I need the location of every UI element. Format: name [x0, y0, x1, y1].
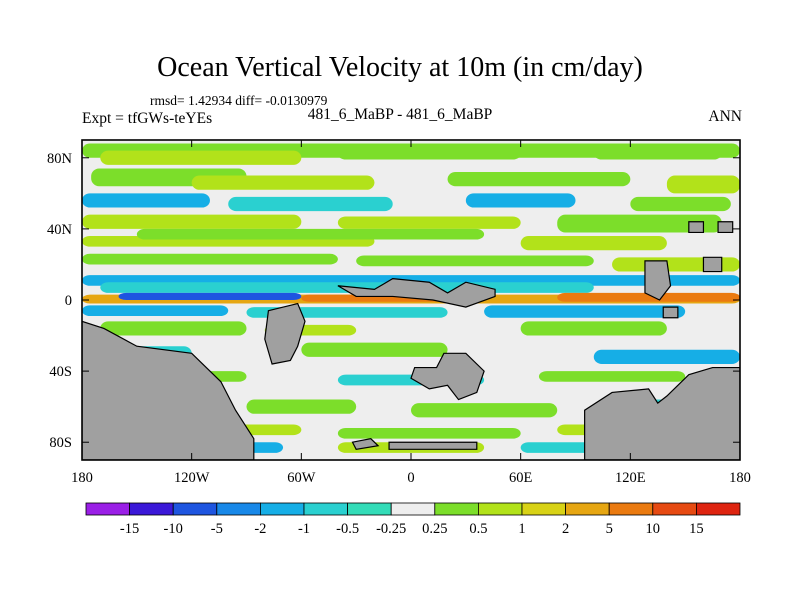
contour-band	[228, 196, 393, 212]
colorbar-label: -2	[254, 521, 266, 537]
contour-band	[82, 253, 338, 265]
colorbar-label: 5	[606, 521, 613, 537]
contour-band	[82, 193, 210, 208]
contour-band	[557, 292, 740, 302]
colorbar-swatch	[434, 502, 479, 516]
colorbar-swatch	[303, 502, 348, 516]
colorbar-label: 1	[518, 521, 525, 537]
contour-band	[593, 349, 740, 364]
land-mass	[662, 306, 679, 319]
colorbar-swatch	[390, 502, 436, 516]
contour-band	[337, 148, 521, 160]
colorbar-label: 2	[562, 521, 569, 537]
land-mass	[337, 278, 496, 308]
contour-band	[118, 292, 302, 300]
land-mass	[351, 438, 380, 450]
land-mass	[584, 366, 740, 460]
colorbar-label: 10	[646, 521, 661, 537]
contour-band	[337, 428, 521, 439]
contour-band	[520, 321, 667, 336]
land-mass	[82, 320, 255, 460]
y-tick-label: 40S	[49, 364, 72, 380]
contour-band	[411, 403, 558, 418]
x-tick-label: 180	[729, 470, 751, 486]
colorbar-label: -15	[120, 521, 139, 537]
chart-title: Ocean Vertical Velocity at 10m (in cm/da…	[157, 52, 643, 83]
season-label: ANN	[708, 108, 742, 125]
x-tick-label: 60W	[287, 470, 316, 486]
x-tick-label: 180	[71, 470, 93, 486]
contour-band	[630, 196, 731, 212]
y-tick-label: 40N	[47, 222, 73, 238]
colorbar-label: -0.25	[376, 521, 406, 537]
colorbar-swatch	[347, 502, 392, 516]
colorbar-label: 0.5	[469, 521, 487, 537]
land-mass	[717, 221, 734, 234]
colorbar-label: -10	[164, 521, 183, 537]
case-label: 481_6_MaBP - 481_6_MaBP	[307, 106, 493, 123]
x-tick-label: 0	[407, 470, 414, 486]
land-mass	[702, 256, 723, 273]
contour-band	[484, 305, 686, 318]
contour-band	[100, 150, 302, 165]
land-mass	[388, 441, 478, 450]
contour-band	[246, 399, 357, 414]
contour-band	[82, 305, 229, 316]
contour-band	[593, 147, 722, 160]
colorbar-swatch	[652, 502, 697, 516]
y-tick-label: 0	[65, 293, 72, 309]
contour-band	[538, 371, 686, 382]
colorbar-label: -5	[211, 521, 223, 537]
colorbar: -15 -10 -5 -2 -1 -0.5 -0.25 0.25 0.5 1 2 5 10 15	[85, 502, 741, 537]
colorbar-swatch	[259, 502, 305, 516]
land-mass	[410, 352, 485, 401]
land-mass	[264, 302, 306, 365]
colorbar-swatch	[696, 502, 741, 516]
colorbar-swatch	[216, 502, 261, 516]
stats-text: rmsd= 1.42934 diff= -0.0130979	[150, 93, 328, 108]
contour-band	[520, 236, 667, 251]
x-tick-label: 60E	[509, 470, 533, 486]
contour-band	[82, 214, 302, 229]
contour-band	[465, 193, 576, 208]
colorbar-label: 15	[689, 521, 704, 537]
y-tick-label: 80S	[49, 435, 72, 451]
land-mass	[644, 260, 672, 301]
colorbar-swatch	[608, 502, 654, 516]
contour-band	[136, 228, 485, 240]
contour-band	[100, 321, 247, 336]
colorbar-swatch	[477, 502, 523, 516]
colorbar-label: -0.5	[336, 521, 359, 537]
colorbar-label: 0.25	[422, 521, 447, 537]
y-tick-label: 80N	[47, 151, 73, 167]
contour-band	[447, 172, 631, 187]
colorbar-swatch	[85, 502, 130, 516]
colorbar-swatch	[172, 502, 218, 516]
colorbar-swatch	[129, 502, 174, 516]
x-tick-label: 120E	[615, 470, 646, 486]
colorbar-label: -1	[298, 521, 310, 537]
experiment-label: Expt = tfGWs-teYEs	[82, 110, 213, 127]
contour-band	[301, 342, 448, 357]
contour-band	[337, 216, 521, 229]
map-field	[82, 140, 740, 460]
contour-band	[666, 175, 740, 194]
contour-band	[191, 175, 375, 190]
contour-band	[356, 255, 594, 267]
x-tick-label: 120W	[174, 470, 210, 486]
colorbar-swatch	[521, 502, 566, 516]
land-mass	[688, 221, 705, 234]
contour-band	[557, 214, 722, 233]
colorbar-swatch	[565, 502, 610, 516]
